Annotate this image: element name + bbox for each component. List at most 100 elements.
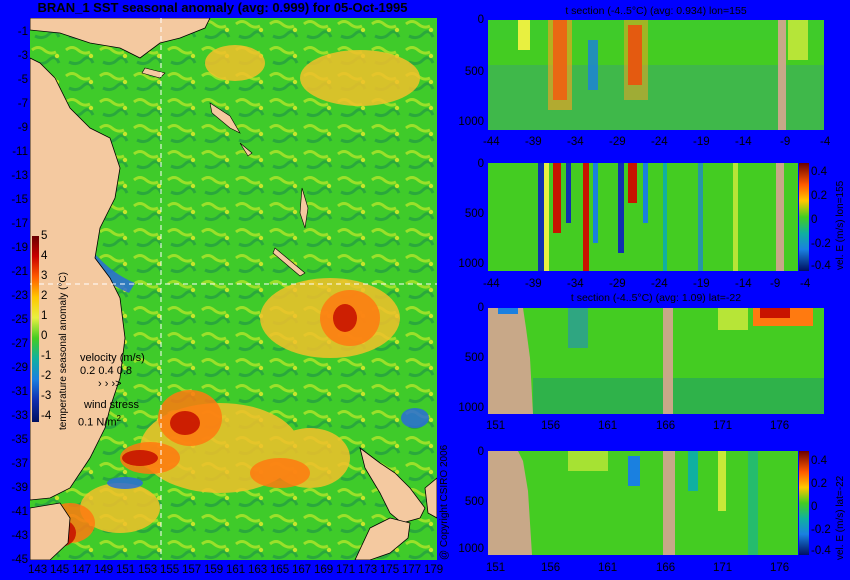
lat-tick: -9 — [17, 122, 28, 134]
wind-legend: wind stress 0.1 N/m2 — [70, 399, 139, 430]
panel3-title: t section (-4..5°C) (avg: 1.09) lat=-22 — [570, 292, 742, 304]
x-tick: 161 — [598, 420, 618, 432]
lat-tick: -29 — [11, 362, 28, 374]
x-tick: -9 — [770, 278, 781, 290]
lon-tick: 167 — [292, 564, 312, 576]
panel1-yaxis: 0 500 1000 — [450, 14, 484, 134]
x-tick: -39 — [525, 136, 542, 148]
x-tick: 151 — [486, 420, 506, 432]
x-tick: -39 — [525, 278, 542, 290]
map-colorbar-ticks: 5 4 3 2 1 0 -1 -2 -3 -4 — [41, 230, 61, 430]
x-tick: -24 — [651, 136, 668, 148]
cbar-tick: 0.2 — [811, 478, 827, 490]
lat-tick: -1 — [17, 26, 28, 38]
lat-tick: -7 — [17, 98, 28, 110]
x-tick: 166 — [656, 420, 676, 432]
lon-tick: 151 — [116, 564, 136, 576]
x-tick: 161 — [598, 562, 618, 574]
lon-tick: 153 — [138, 564, 158, 576]
x-tick: 171 — [713, 420, 733, 432]
cbar-tick: 5 — [41, 230, 48, 242]
wind-value: 0.1 N/m — [78, 416, 117, 429]
map-colorbar — [32, 236, 39, 422]
panel4-cbar-ticks: 0.4 0.2 0 -0.2 -0.4 — [811, 455, 837, 559]
panel4-cbar-label: vel. E (m/s) lat=-22 — [835, 475, 846, 560]
lat-tick: -3 — [17, 50, 28, 62]
panel2-xaxis: -44 -39 -34 -29 -24 -19 -14 -9 -4 — [483, 278, 828, 292]
lat-tick: -25 — [11, 314, 28, 326]
lat-tick: -41 — [11, 506, 28, 518]
x-tick: -44 — [483, 136, 500, 148]
cbar-tick: -4 — [41, 410, 52, 422]
x-tick: -9 — [780, 136, 791, 148]
panel4-xaxis: 151 156 161 166 171 176 — [486, 562, 826, 576]
x-tick: -44 — [483, 278, 500, 290]
x-tick: -14 — [735, 278, 752, 290]
lat-tick: -39 — [11, 482, 28, 494]
lon-tick: 173 — [358, 564, 378, 576]
cbar-tick: -3 — [41, 390, 52, 402]
velocity-label: velocity (m/s) — [80, 352, 145, 364]
panel3-yaxis: 0 500 1000 — [450, 302, 484, 422]
cbar-tick: -2 — [41, 370, 52, 382]
lat-tick: -43 — [11, 530, 28, 542]
lat-tick: -45 — [11, 554, 28, 566]
cbar-tick: 0.4 — [811, 455, 827, 467]
y-tick: 0 — [477, 14, 484, 26]
lon-tick: 165 — [270, 564, 290, 576]
lat-tick: -27 — [11, 338, 28, 350]
lat-tick: -21 — [11, 266, 28, 278]
x-tick: 156 — [541, 562, 561, 574]
panel2-yaxis: 0 500 1000 — [450, 158, 484, 278]
x-tick: -4 — [800, 278, 811, 290]
lat-tick: -13 — [11, 170, 28, 182]
panel4-yaxis: 0 500 1000 — [450, 446, 484, 566]
x-tick: -34 — [567, 136, 584, 148]
panel4-plot — [488, 451, 798, 555]
velocity-legend: velocity (m/s) 0.2 0.4 0.8 › › ›> — [80, 352, 145, 391]
velocity-values: 0.2 0.4 0.8 — [80, 365, 132, 377]
panel2-plot — [488, 163, 798, 271]
cbar-tick: 2 — [41, 290, 48, 302]
lon-tick: 157 — [182, 564, 202, 576]
x-tick: -29 — [609, 136, 626, 148]
y-tick: 0 — [477, 158, 484, 170]
cbar-tick: 4 — [41, 250, 48, 262]
lon-tick: 147 — [72, 564, 92, 576]
cbar-tick: 3 — [41, 270, 48, 282]
panel2-cbar-label: vel. E (m/s) lon=155 — [835, 180, 846, 270]
panel2-colorbar — [799, 163, 809, 271]
cbar-tick: 0 — [811, 501, 818, 513]
map-lon-axis: 143 145 147 149 151 153 155 157 159 161 … — [28, 564, 443, 578]
panel2-cbar-ticks: 0.4 0.2 0 -0.2 -0.4 — [811, 166, 837, 274]
cbar-tick: -0.2 — [811, 524, 831, 536]
lat-tick: -17 — [11, 218, 28, 230]
lon-tick: 155 — [160, 564, 180, 576]
x-tick: -4 — [820, 136, 831, 148]
cbar-tick: -0.4 — [811, 260, 831, 272]
cbar-tick: 0 — [811, 214, 818, 226]
panel4-colorbar — [799, 451, 809, 555]
lon-tick: 159 — [204, 564, 224, 576]
cbar-tick: 0 — [41, 330, 48, 342]
x-tick: -19 — [693, 136, 710, 148]
lat-tick: -31 — [11, 386, 28, 398]
lat-tick: -15 — [11, 194, 28, 206]
y-tick: 500 — [464, 352, 484, 364]
x-tick: -19 — [693, 278, 710, 290]
x-tick: -34 — [567, 278, 584, 290]
panel3-plot — [488, 308, 824, 414]
lon-tick: 149 — [94, 564, 114, 576]
lat-tick: -5 — [17, 74, 28, 86]
cbar-tick: 0.2 — [811, 190, 827, 202]
lat-tick: -33 — [11, 410, 28, 422]
lon-tick: 177 — [402, 564, 422, 576]
lon-tick: 143 — [28, 564, 48, 576]
lat-tick: -23 — [11, 290, 28, 302]
lon-tick: 175 — [380, 564, 400, 576]
y-tick: 500 — [464, 208, 484, 220]
lat-tick: -11 — [12, 146, 28, 158]
sst-map — [30, 18, 437, 560]
y-tick: 500 — [464, 496, 484, 508]
lon-tick: 171 — [336, 564, 356, 576]
